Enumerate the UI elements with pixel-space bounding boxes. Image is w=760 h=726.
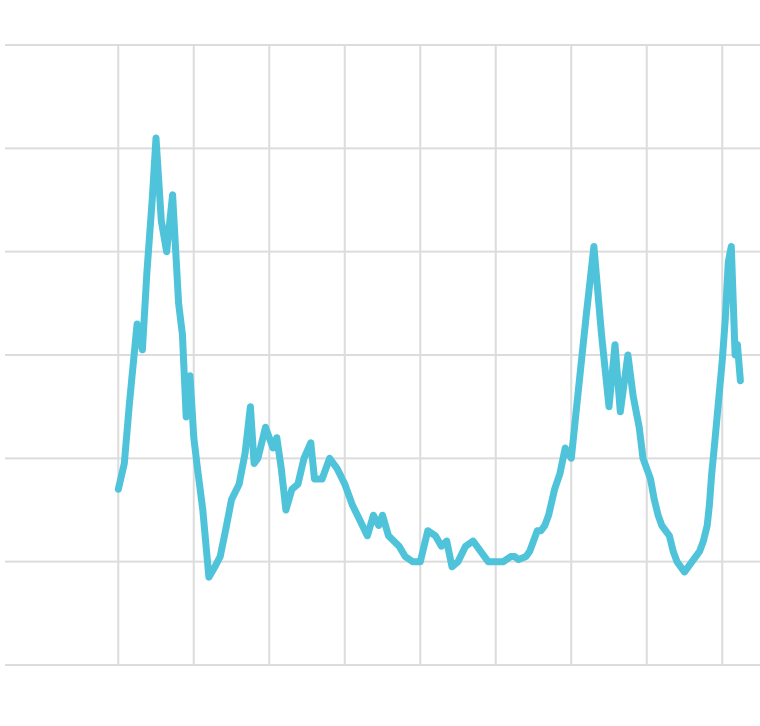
grid — [5, 44, 760, 666]
series-line-0 — [114, 134, 744, 581]
series-group — [114, 134, 744, 581]
